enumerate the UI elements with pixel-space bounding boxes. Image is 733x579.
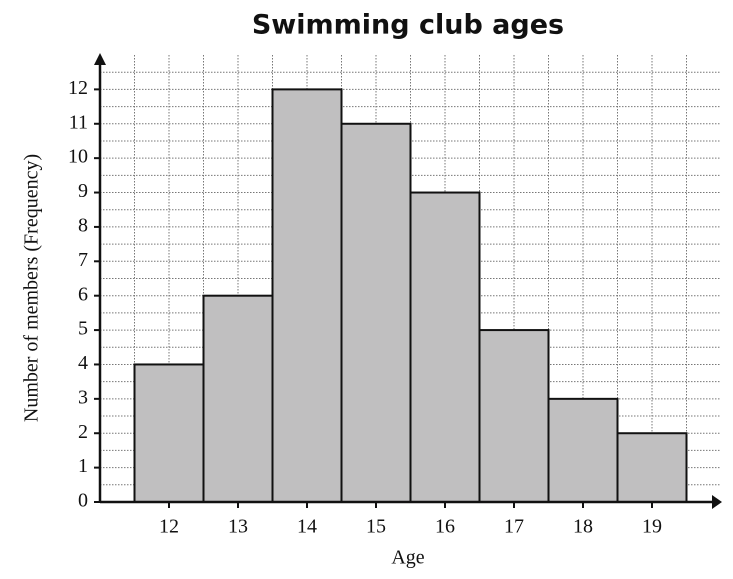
bar [133,363,205,504]
y-tick-label: 5 [78,318,88,340]
bar [409,191,481,504]
x-tick-label: 14 [297,516,317,538]
y-tick-label: 6 [78,283,88,305]
y-tick-label: 4 [78,352,88,374]
x-tick-label: 18 [573,516,593,538]
bar [271,88,343,503]
y-tick-label: 2 [78,421,88,443]
y-tick-label: 0 [78,490,88,512]
x-tick-label: 13 [228,516,248,538]
x-tick-label: 17 [504,516,524,538]
y-tick-label: 1 [78,455,88,477]
x-tick-label: 15 [366,516,386,538]
y-axis-arrow [94,53,106,65]
y-tick-label: 12 [68,77,88,99]
y-tick-label: 7 [78,249,88,271]
bar [340,122,412,504]
y-axis-label: Number of members (Frequency) [21,154,43,422]
bar [202,294,274,504]
chart-title: Swimming club ages [252,10,564,41]
x-axis-arrow [712,495,722,509]
bar [616,432,688,504]
y-tick-label: 8 [78,215,88,237]
x-tick-label: 12 [159,516,179,538]
x-tick-label: 16 [435,516,455,538]
y-tick-label: 10 [68,146,88,168]
bar [547,397,619,504]
y-tick-label: 3 [78,386,88,408]
bar [478,329,550,504]
y-tick-label: 9 [78,180,88,202]
y-tick-label: 11 [69,111,88,133]
x-tick-label: 19 [642,516,662,538]
x-axis-label: Age [391,547,424,569]
